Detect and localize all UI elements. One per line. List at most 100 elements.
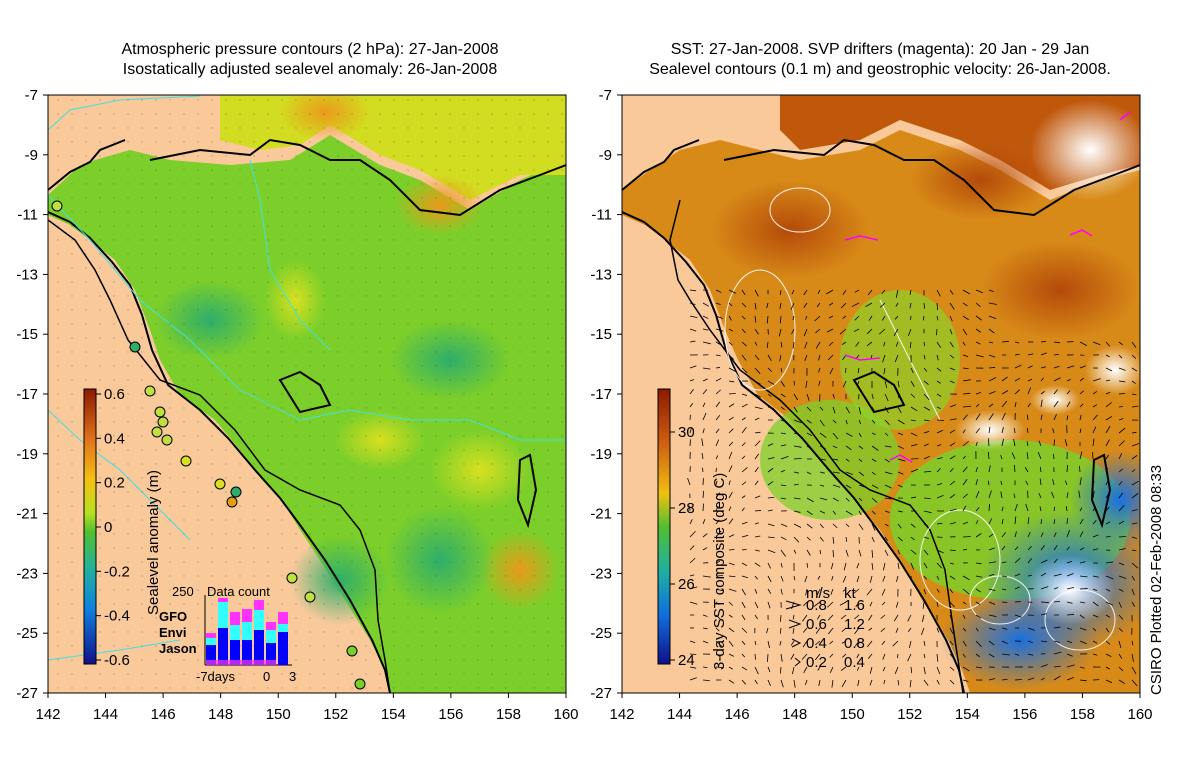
velocity-vector	[897, 445, 904, 450]
legend-gfo: GFO	[159, 609, 187, 624]
velocity-vector	[1131, 443, 1140, 447]
velocity-vector	[1011, 452, 1016, 460]
velocity-vector	[815, 627, 821, 634]
velocity-vector	[1079, 518, 1084, 525]
velocity-vector	[741, 548, 747, 551]
velocity-vector	[715, 519, 720, 525]
velocity-vector	[754, 679, 758, 685]
velocity-vector	[936, 653, 939, 662]
velocity-vector	[962, 455, 966, 460]
left-lat-tick-label: -21	[16, 506, 38, 523]
velocity-vector	[895, 302, 899, 307]
right-lon-tick-label: 158	[1070, 706, 1095, 723]
velocity-vector	[936, 627, 940, 633]
velocity-vector	[728, 393, 736, 395]
velocity-vector	[845, 367, 847, 373]
velocity-vector	[858, 445, 864, 450]
velocity-vector	[815, 640, 821, 646]
velocity-vector	[741, 328, 746, 334]
velocity-vector	[780, 549, 786, 557]
velocity-vector	[923, 679, 929, 686]
velocity-key-arrow	[788, 619, 802, 629]
velocity-vector	[858, 510, 862, 516]
velocity-vector	[962, 429, 966, 434]
velocity-vector	[1118, 575, 1127, 579]
velocity-vector	[1131, 575, 1135, 581]
velocity-vector	[894, 354, 899, 363]
velocity-vector	[841, 679, 847, 688]
velocity-vector	[1079, 390, 1085, 395]
velocity-vector	[949, 418, 957, 421]
velocity-vector	[790, 640, 795, 646]
velocity-vector	[1000, 491, 1003, 499]
velocity-vector	[741, 614, 746, 621]
velocity-vector	[715, 653, 721, 658]
velocity-vector	[858, 484, 867, 488]
velocity-vector	[1118, 492, 1124, 499]
velocity-vector	[1037, 451, 1042, 460]
velocity-vector	[921, 614, 925, 622]
velocity-vector	[715, 627, 720, 632]
velocity-vector	[1092, 534, 1099, 538]
velocity-vector	[910, 443, 918, 447]
velocity-vector	[883, 679, 886, 685]
velocity-vector	[741, 521, 748, 525]
velocity-vector	[909, 679, 912, 688]
velocity-vector	[845, 549, 849, 557]
left-colorbar-ticks: 0.6 0.4 0.2 0 -0.2 -0.4 -0.6	[96, 386, 130, 669]
velocity-vector	[975, 302, 981, 307]
velocity-vector	[988, 588, 996, 592]
velocity-vector	[907, 627, 912, 633]
velocity-vector	[910, 666, 913, 674]
velocity-vector	[865, 302, 873, 307]
velocity-vector	[1066, 587, 1075, 590]
velocity-vector	[1131, 509, 1138, 512]
velocity-vector	[879, 302, 886, 308]
velocity-vector	[1092, 378, 1101, 382]
velocity-vector	[728, 441, 734, 447]
velocity-vector	[791, 289, 795, 295]
velocity-vector	[867, 289, 873, 296]
velocity-vector	[832, 497, 839, 502]
velocity-vector	[829, 653, 834, 658]
velocity-vector	[910, 367, 914, 374]
velocity-vector	[1118, 520, 1125, 525]
velocity-vector	[871, 497, 878, 503]
velocity-vector	[871, 562, 874, 570]
velocity-vector	[689, 557, 696, 564]
velocity-vector	[936, 289, 941, 297]
velocity-vector	[882, 666, 886, 672]
velocity-vector	[689, 574, 695, 577]
velocity-vector	[858, 549, 862, 557]
velocity-vector	[792, 614, 795, 620]
velocity-key-kt: 1.6	[844, 597, 865, 614]
velocity-vector	[1027, 677, 1035, 681]
velocity-vector	[687, 477, 691, 486]
velocity-vector	[1092, 520, 1097, 525]
velocity-vector	[883, 367, 886, 375]
velocity-vector	[754, 480, 759, 486]
velocity-vector	[1040, 377, 1044, 382]
velocity-vector	[715, 614, 722, 621]
velocity-vector	[779, 302, 782, 309]
velocity-vector	[715, 601, 720, 606]
left-colorbar-tick-label: -0.4	[104, 608, 130, 625]
velocity-vector	[1052, 479, 1055, 486]
velocity-vector	[841, 341, 847, 345]
velocity-vector	[1053, 414, 1057, 421]
velocity-vector	[1066, 365, 1075, 369]
velocity-vector	[829, 640, 834, 645]
velocity-vector	[715, 640, 722, 647]
velocity-vector	[728, 562, 735, 566]
velocity-vector	[728, 666, 733, 670]
velocity-vector	[1051, 491, 1055, 499]
velocity-vector	[780, 444, 787, 447]
velocity-vector	[880, 614, 886, 619]
velocity-vector	[988, 614, 997, 618]
velocity-vector	[936, 588, 940, 593]
velocity-vector	[1092, 414, 1098, 421]
velocity-vector	[897, 393, 900, 398]
velocity-key-arrow	[794, 657, 801, 667]
data-count-inset: 250 Data count GFO Envi Jason -7days 0 3	[159, 584, 296, 684]
right-lat-tick-label: -23	[590, 565, 612, 582]
